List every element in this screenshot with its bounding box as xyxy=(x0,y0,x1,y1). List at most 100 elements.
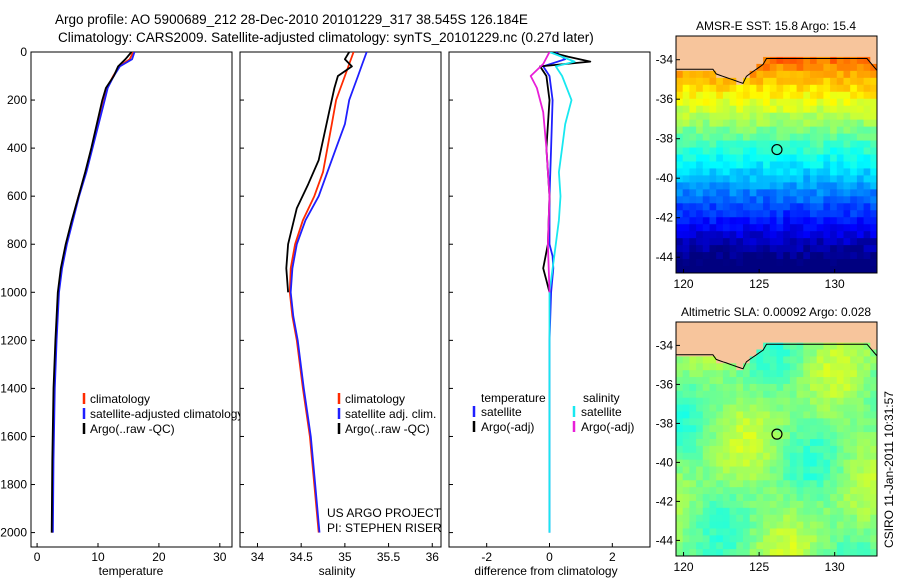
map-cell xyxy=(783,112,791,121)
map-cell xyxy=(709,425,717,433)
map-cell xyxy=(843,439,851,447)
map-cell xyxy=(709,168,717,176)
map-cell xyxy=(749,535,757,543)
map-cell xyxy=(676,411,684,419)
map-cell xyxy=(709,49,717,58)
map-cell xyxy=(756,98,764,107)
map-cell xyxy=(783,328,791,337)
map-cell xyxy=(830,535,838,543)
map-cell xyxy=(823,383,831,392)
map-cell xyxy=(696,349,704,357)
map-cell xyxy=(749,377,757,385)
map-cell xyxy=(803,507,811,516)
map-cell xyxy=(810,418,818,426)
map-cell xyxy=(796,182,804,190)
map-cell xyxy=(783,147,791,155)
map-cell xyxy=(696,390,704,399)
map-cell xyxy=(709,466,717,474)
map-cell xyxy=(709,70,717,79)
map-cell xyxy=(676,328,684,337)
map-cell xyxy=(716,231,724,239)
map-cell xyxy=(722,521,731,529)
map-cell xyxy=(756,91,764,100)
map-cell xyxy=(709,507,717,516)
map-cell xyxy=(796,480,804,488)
map-cell xyxy=(776,182,784,190)
map-cell xyxy=(783,535,791,543)
map-cell xyxy=(783,105,791,114)
map-cell xyxy=(743,133,751,142)
map-cell xyxy=(676,63,684,72)
map-cell xyxy=(836,224,844,232)
map-cell xyxy=(850,126,858,135)
map-cell xyxy=(709,549,717,556)
map-cell xyxy=(816,363,824,371)
map-cell xyxy=(696,245,704,253)
map-cell xyxy=(856,383,865,392)
map-cell xyxy=(856,126,865,135)
map-cell xyxy=(823,542,831,550)
map-cell xyxy=(776,487,784,495)
map-cell xyxy=(702,356,710,364)
map-cell xyxy=(682,549,690,556)
map-cell xyxy=(803,196,811,204)
x-tick-label: 130 xyxy=(825,560,845,574)
map-cell xyxy=(722,175,731,183)
map-cell xyxy=(863,322,871,330)
map-cell xyxy=(863,363,871,371)
map-cell xyxy=(676,397,684,406)
map-cell xyxy=(729,383,737,392)
difference-xlabel: difference from climatology xyxy=(474,564,617,578)
map-cell xyxy=(863,63,871,72)
map-cell xyxy=(763,42,771,51)
map-cell xyxy=(850,363,858,371)
map-cell xyxy=(682,432,690,440)
map-cell xyxy=(823,445,831,454)
map-cell xyxy=(749,363,757,371)
map-cell xyxy=(816,161,824,169)
map-cell xyxy=(863,77,871,86)
map-cell xyxy=(789,535,798,543)
map-cell xyxy=(803,266,811,273)
map-cell xyxy=(682,42,690,51)
map-cell xyxy=(796,521,804,529)
map-cell xyxy=(763,418,771,426)
map-cell xyxy=(830,49,838,58)
map-cell xyxy=(696,147,704,155)
map-cell xyxy=(776,105,784,114)
map-cell xyxy=(816,252,824,260)
map-cell xyxy=(722,459,731,468)
map-cell xyxy=(769,210,777,218)
map-cell xyxy=(696,500,704,509)
map-cell xyxy=(709,397,717,406)
map-cell xyxy=(722,432,731,440)
map-cell xyxy=(682,328,690,337)
map-cell xyxy=(729,245,737,253)
map-cell xyxy=(763,196,771,204)
map-cell xyxy=(696,238,704,246)
map-cell xyxy=(689,119,697,128)
map-cell xyxy=(803,245,811,253)
map-cell xyxy=(776,390,784,399)
map-cell xyxy=(716,175,724,183)
map-cell xyxy=(856,425,865,433)
map-cell xyxy=(843,175,851,183)
map-cell xyxy=(830,397,838,406)
map-cell xyxy=(870,335,877,344)
map-cell xyxy=(749,342,757,351)
map-cell xyxy=(803,349,811,357)
map-cell xyxy=(836,259,844,267)
map-cell xyxy=(783,390,791,399)
map-cell xyxy=(776,203,784,211)
map-cell xyxy=(863,411,871,419)
map-cell xyxy=(736,535,744,543)
map-cell xyxy=(796,370,804,378)
map-cell xyxy=(810,56,818,65)
map-cell xyxy=(769,196,777,204)
map-cell xyxy=(676,56,684,65)
map-cell xyxy=(696,432,704,440)
map-cell xyxy=(796,528,804,536)
map-cell xyxy=(830,480,838,488)
map-cell xyxy=(763,36,771,44)
map-cell xyxy=(856,404,865,412)
